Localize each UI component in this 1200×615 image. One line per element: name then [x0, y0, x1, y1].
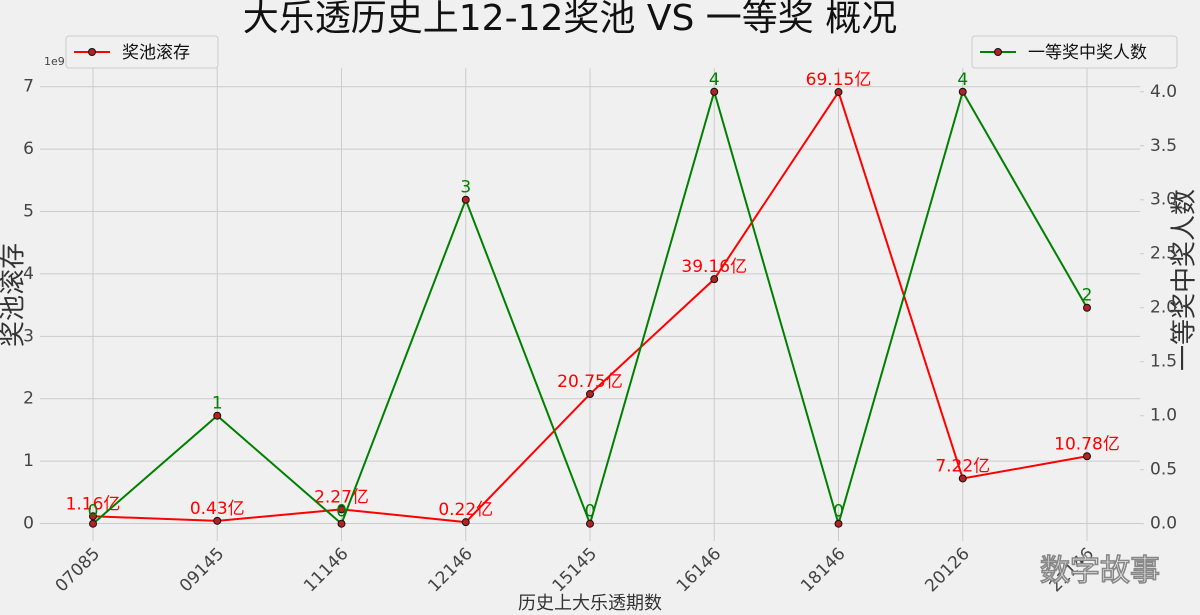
chart-title: 大乐透历史上12-12奖池 VS 一等奖 概况 — [243, 0, 897, 39]
x-tick-label: 15145 — [549, 544, 601, 596]
legend-marker — [994, 48, 1002, 56]
x-tick-label: 18146 — [797, 544, 849, 596]
legend-label: 一等奖中奖人数 — [1028, 43, 1147, 63]
legend: 一等奖中奖人数 — [971, 35, 1178, 69]
x-tick-label: 11146 — [300, 544, 352, 596]
marker — [1083, 452, 1091, 461]
marker — [337, 519, 346, 528]
y-axis-label: 奖池滚存 — [0, 243, 29, 347]
y2-tick-label: 1.5 — [1150, 352, 1177, 372]
data-label: 3 — [460, 178, 471, 198]
x-axis-label: 历史上大乐透期数 — [518, 593, 662, 614]
marker — [461, 518, 470, 527]
y2-tick-label: 2.5 — [1150, 244, 1177, 264]
marker — [710, 87, 719, 96]
data-label: 69.15亿 — [806, 70, 872, 90]
legend-box — [971, 35, 1178, 69]
data-label: 1 — [212, 394, 223, 414]
data-label: 0 — [88, 502, 99, 522]
marker — [337, 505, 346, 514]
y-tick-label: 2 — [23, 389, 34, 409]
marker — [958, 474, 967, 483]
watermark: 数字故事 — [1040, 554, 1160, 589]
data-label: 0.43亿 — [190, 499, 245, 519]
legend-marker — [88, 48, 96, 56]
y2-tick-label: 1.0 — [1150, 406, 1177, 426]
x-tick-label: 07085 — [52, 544, 104, 596]
data-label: 0 — [336, 502, 347, 522]
marker — [586, 519, 594, 528]
marker — [89, 519, 97, 528]
y2-tick-label: 0.0 — [1150, 514, 1177, 534]
marker — [834, 519, 843, 528]
marker — [1083, 303, 1091, 312]
y-tick-label: 4 — [23, 264, 34, 284]
x-tick-label: 12146 — [424, 544, 476, 596]
data-label: 0 — [585, 502, 596, 522]
y-tick-label: 0 — [23, 514, 34, 534]
x-tick-label: 16146 — [673, 544, 725, 596]
marker — [213, 411, 222, 420]
data-label: 10.78亿 — [1054, 434, 1120, 454]
legend-label: 奖池滚存 — [122, 43, 190, 63]
y-tick-label: 3 — [23, 326, 34, 346]
data-label: 7.22亿 — [935, 456, 990, 476]
y2-tick-label: 3.5 — [1150, 136, 1177, 156]
data-label: 2.27亿 — [314, 487, 369, 507]
data-label: 0 — [833, 502, 844, 522]
data-label: 2 — [1082, 286, 1093, 306]
x-tick-label: 09145 — [176, 544, 228, 596]
y-tick-label: 6 — [23, 139, 34, 159]
data-label: 1.16亿 — [66, 494, 121, 514]
marker — [461, 195, 470, 204]
legend-box — [65, 35, 219, 69]
marker — [834, 88, 843, 97]
y2-tick-label: 0.5 — [1150, 460, 1177, 480]
data-label: 0.22亿 — [438, 500, 493, 520]
x-tick-label: 20126 — [921, 544, 973, 596]
marker — [958, 87, 967, 96]
y2-tick-label: 4.0 — [1150, 82, 1177, 102]
y-tick-label: 1 — [23, 451, 34, 471]
data-label: 20.75亿 — [557, 372, 623, 392]
y-offset-label: 1e9 — [44, 55, 65, 68]
marker — [213, 516, 222, 525]
data-label: 4 — [709, 70, 720, 90]
marker — [586, 390, 594, 399]
data-label: 4 — [957, 70, 968, 90]
marker — [710, 275, 719, 284]
data-label: 39.16亿 — [681, 257, 747, 277]
y2-tick-label: 2.0 — [1150, 298, 1177, 318]
y2-axis-label: 一等奖中奖人数 — [1170, 189, 1200, 371]
y2-tick-label: 3.0 — [1150, 190, 1177, 210]
y-tick-label: 5 — [23, 202, 34, 222]
legend: 奖池滚存 — [65, 35, 219, 69]
y-tick-label: 7 — [23, 77, 34, 97]
